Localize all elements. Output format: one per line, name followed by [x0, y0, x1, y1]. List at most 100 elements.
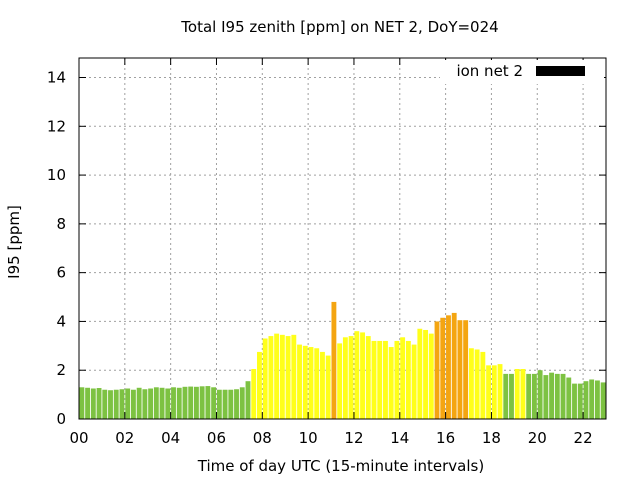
bar	[79, 387, 85, 419]
bar	[577, 383, 583, 419]
bar	[554, 373, 560, 420]
bar	[279, 334, 285, 419]
x-tick-label: 00	[69, 429, 88, 447]
bar	[503, 373, 509, 420]
axes	[78, 57, 607, 420]
bar	[434, 321, 440, 419]
bar	[600, 382, 606, 419]
bar	[262, 338, 268, 419]
bar	[383, 340, 388, 419]
bar	[537, 370, 543, 419]
legend-swatch	[536, 66, 585, 76]
bar	[119, 389, 125, 419]
bar	[354, 331, 360, 419]
bar	[308, 347, 314, 419]
bar	[159, 387, 165, 419]
bar	[165, 388, 171, 419]
bar	[188, 386, 194, 419]
bar	[102, 389, 108, 419]
x-tick-label: 18	[482, 429, 501, 447]
bar	[228, 389, 234, 419]
y-tick-label: 4	[56, 312, 66, 330]
grid	[79, 58, 606, 419]
bar	[136, 387, 142, 419]
bar	[268, 336, 274, 419]
bar	[153, 387, 159, 419]
bar	[320, 351, 325, 419]
bar	[451, 312, 457, 419]
bar	[142, 389, 148, 419]
plot-frame	[78, 57, 607, 420]
bar	[96, 388, 102, 419]
bar	[245, 381, 251, 419]
bar	[176, 387, 182, 419]
bar	[371, 340, 377, 419]
bar	[257, 351, 262, 419]
bar	[526, 373, 532, 420]
bar	[400, 337, 406, 419]
bar	[291, 334, 297, 419]
bar	[90, 388, 96, 419]
bars	[79, 301, 606, 420]
bar	[411, 344, 417, 419]
bar	[446, 315, 451, 419]
bar	[377, 340, 383, 419]
bar	[130, 389, 136, 419]
bar	[182, 386, 188, 419]
bar	[113, 389, 119, 419]
bar	[325, 355, 331, 419]
bar	[417, 328, 423, 419]
bar	[480, 351, 486, 419]
bar	[440, 317, 446, 419]
x-tick-label: 02	[115, 429, 134, 447]
y-tick-label: 10	[47, 166, 66, 184]
bar	[297, 344, 302, 419]
bar	[331, 301, 337, 419]
x-tick-label: 16	[436, 429, 455, 447]
bar	[491, 365, 497, 419]
y-tick-label: 12	[47, 117, 66, 135]
bar	[216, 389, 222, 419]
y-axis-label: I95 [ppm]	[5, 205, 23, 279]
bar	[531, 373, 537, 420]
bar	[108, 390, 113, 419]
x-tick-label: 10	[299, 429, 318, 447]
bar	[583, 381, 589, 419]
bar	[193, 386, 199, 419]
bar	[566, 377, 572, 419]
x-tick-label: 08	[253, 429, 272, 447]
bar	[589, 379, 595, 419]
bar	[388, 347, 394, 419]
bar	[428, 333, 434, 419]
bar	[474, 349, 480, 419]
bar	[394, 340, 400, 419]
x-tick-label: 06	[207, 429, 226, 447]
x-axis-label: Time of day UTC (15-minute intervals)	[197, 457, 484, 475]
x-tick-label: 22	[574, 429, 593, 447]
y-tick-label: 2	[56, 361, 66, 379]
x-tick-label: 14	[390, 429, 409, 447]
y-tick-label: 14	[47, 69, 66, 87]
y-tick-label: 8	[56, 215, 66, 233]
bar	[205, 386, 211, 419]
bar	[560, 373, 566, 420]
legend: ion net 2	[440, 60, 604, 84]
bar	[543, 375, 549, 419]
bar	[342, 337, 348, 419]
bar	[486, 365, 492, 419]
bar	[285, 336, 291, 419]
bar	[211, 387, 217, 419]
bar	[360, 332, 365, 419]
y-tick-label: 0	[56, 410, 66, 428]
bar	[520, 369, 526, 419]
x-tick-label: 20	[528, 429, 547, 447]
bar	[171, 387, 176, 419]
bar	[497, 364, 503, 419]
x-tick-label: 04	[161, 429, 180, 447]
bar	[463, 320, 469, 419]
bar	[222, 389, 228, 419]
bar	[337, 343, 343, 419]
chart-title: Total I95 zenith [ppm] on NET 2, DoY=024	[180, 18, 498, 36]
